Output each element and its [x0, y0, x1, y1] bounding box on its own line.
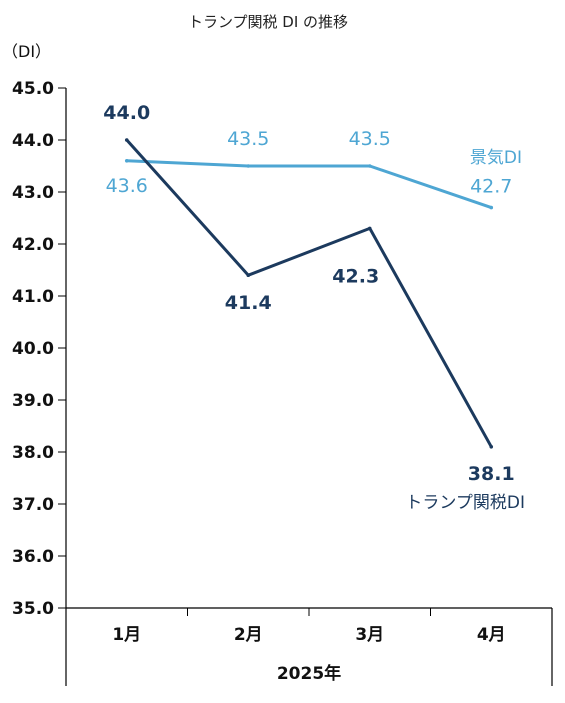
data-point-tariff-di: [489, 445, 494, 449]
data-label-tariff-di: 41.4: [225, 292, 272, 314]
series-line-business-di: [125, 159, 493, 210]
x-axis-ticks: 1月 2月 3月 4月: [112, 608, 506, 645]
data-point-tariff-di: [246, 273, 251, 278]
data-label-business-di: 43.6: [106, 175, 148, 197]
x-group-label: 2025年: [277, 663, 341, 684]
y-tick-label: 35.0: [12, 599, 54, 619]
data-label-layer: 44.0 41.4 42.3 38.1 43.6 43.5 43.5 42.7 トランプ関税DI…: [103, 102, 525, 513]
y-tick-label: 37.0: [12, 495, 54, 515]
data-label-tariff-di: 44.0: [103, 102, 150, 124]
x-tick-label: 4月: [477, 625, 506, 645]
data-point-business-di: [246, 164, 251, 168]
data-label-tariff-di: 38.1: [468, 463, 515, 485]
data-point-business-di: [124, 159, 129, 163]
data-point-business-di: [489, 205, 494, 210]
data-label-business-di: 43.5: [227, 128, 269, 150]
y-tick-label: 44.0: [12, 131, 54, 151]
y-tick-label: 43.0: [12, 183, 54, 203]
series-layer: [124, 138, 494, 449]
y-axis-ticks: 35.0 36.0 37.0 38.0 39.0 40.0 41.0 42.0 43.0 44.0…: [12, 79, 66, 619]
y-tick-label: 39.0: [12, 391, 54, 411]
data-point-tariff-di: [367, 226, 372, 231]
y-tick-label: 42.0: [12, 235, 54, 255]
data-label-tariff-di: 42.3: [332, 265, 379, 287]
data-point-tariff-di: [124, 138, 129, 142]
series-name-business-di: 景気DI: [470, 148, 522, 168]
x-tick-label: 3月: [355, 625, 384, 645]
y-unit-label: （DI）: [2, 42, 51, 61]
y-tick-label: 40.0: [12, 339, 54, 359]
x-tick-label: 2月: [234, 625, 263, 645]
y-tick-label: 38.0: [12, 443, 54, 463]
series-name-tariff-di: トランプ関税DI: [405, 493, 525, 513]
series-line-tariff-di: [125, 138, 493, 449]
y-tick-label: 36.0: [12, 547, 54, 567]
data-label-business-di: 43.5: [349, 128, 391, 150]
data-label-business-di: 42.7: [470, 176, 512, 198]
y-tick-label: 41.0: [12, 287, 54, 307]
chart-title: トランプ関税 DI の推移: [188, 13, 348, 31]
x-tick-label: 1月: [112, 625, 141, 645]
y-tick-label: 45.0: [12, 79, 54, 99]
data-point-business-di: [367, 164, 372, 168]
